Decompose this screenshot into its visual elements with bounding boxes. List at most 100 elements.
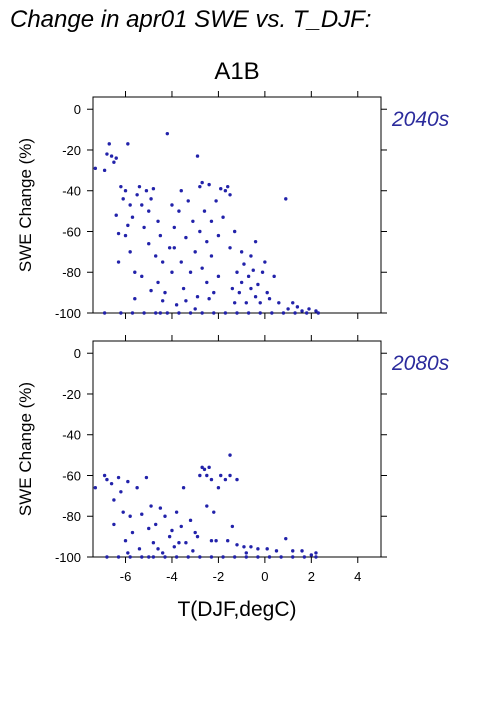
data-point (130, 530, 135, 535)
data-point (188, 518, 193, 523)
data-point (158, 506, 163, 510)
data-point (191, 549, 195, 553)
data-point (142, 311, 146, 315)
x-tick-label: 4 (354, 569, 361, 584)
data-point (228, 246, 232, 250)
data-point (116, 555, 121, 559)
data-point (267, 297, 272, 301)
data-point (140, 555, 144, 559)
data-point (314, 551, 318, 555)
data-point (163, 514, 167, 518)
data-point (226, 184, 230, 189)
y-tick-label: -60 (62, 468, 81, 483)
data-point (286, 307, 290, 311)
data-point (309, 553, 314, 557)
data-point (216, 274, 221, 279)
data-point (112, 498, 116, 502)
data-point (249, 545, 253, 549)
data-point (181, 286, 186, 291)
y-axis-title: SWE Change (%) (16, 382, 35, 516)
data-point (128, 250, 132, 254)
data-point (170, 203, 174, 207)
data-point (205, 280, 209, 285)
data-point (272, 274, 276, 279)
data-point (223, 311, 228, 315)
data-point (291, 549, 295, 553)
data-point (304, 311, 309, 315)
data-point (140, 203, 144, 207)
data-point (200, 311, 204, 315)
data-point (228, 193, 232, 197)
data-point (232, 301, 237, 305)
data-point (209, 477, 214, 482)
data-point (249, 254, 253, 258)
data-point (151, 541, 156, 545)
data-point (133, 270, 137, 274)
scenario-label: A1B (214, 58, 260, 85)
data-point (172, 225, 176, 230)
data-point (93, 166, 98, 171)
data-point (228, 473, 232, 478)
data-point (246, 311, 251, 315)
data-point (235, 311, 239, 315)
data-point (119, 184, 123, 189)
y-tick-label: -80 (62, 509, 81, 524)
data-point (200, 180, 204, 185)
data-point (158, 311, 163, 315)
data-point (156, 547, 160, 551)
data-point (158, 233, 163, 238)
data-point (165, 131, 170, 136)
data-point (156, 280, 160, 285)
data-point (293, 311, 297, 315)
data-point (149, 288, 153, 293)
data-point (216, 233, 221, 238)
x-tick-label: -6 (120, 569, 132, 584)
data-point (140, 274, 144, 279)
data-point (260, 270, 265, 274)
plot-frame-2 (92, 340, 382, 558)
data-point (184, 235, 188, 240)
data-point (174, 510, 179, 514)
data-point (93, 486, 98, 490)
data-point (123, 233, 128, 238)
data-point (207, 297, 211, 301)
data-point (198, 229, 202, 234)
data-point (214, 199, 218, 203)
data-point (221, 215, 225, 219)
data-point (239, 250, 244, 254)
data-point (216, 486, 221, 490)
data-point (147, 555, 151, 559)
data-point (223, 189, 228, 193)
y-tick-label: -100 (55, 306, 81, 321)
data-point (267, 555, 272, 559)
data-point (242, 545, 246, 549)
data-point (193, 250, 197, 254)
data-point (228, 453, 232, 457)
data-point (186, 199, 190, 203)
data-point (184, 299, 188, 303)
data-point (256, 555, 260, 559)
data-point (314, 309, 318, 313)
data-point (128, 555, 132, 559)
data-point (177, 209, 181, 213)
data-point (128, 514, 132, 518)
data-point (232, 555, 237, 559)
data-point (212, 290, 216, 295)
data-point (314, 555, 318, 559)
data-point (137, 184, 142, 189)
data-point (219, 473, 223, 478)
data-point (212, 510, 216, 514)
data-point (135, 193, 139, 197)
data-point (230, 286, 235, 291)
data-point (154, 522, 158, 527)
data-point (244, 301, 248, 305)
data-point (300, 549, 304, 553)
data-point (195, 294, 200, 299)
data-point (167, 534, 172, 539)
data-point (170, 270, 174, 274)
data-point (214, 538, 218, 543)
data-point (249, 286, 253, 291)
x-tick-label: -2 (213, 569, 225, 584)
data-point (154, 311, 158, 315)
data-point (230, 524, 235, 529)
